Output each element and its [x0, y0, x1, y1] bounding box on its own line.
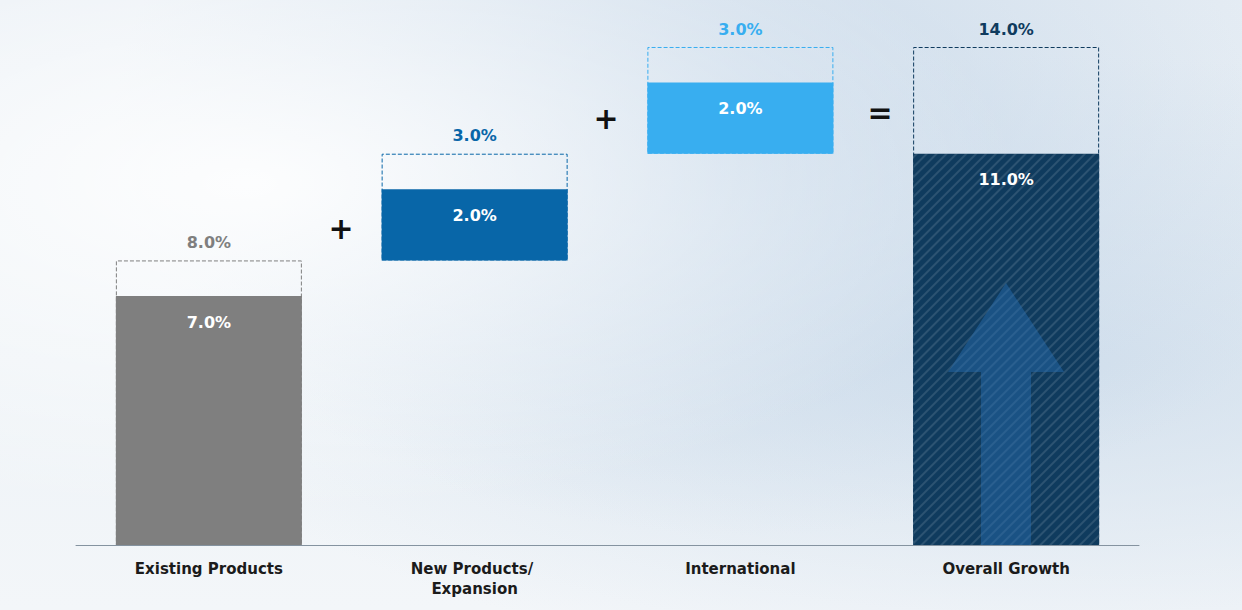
svg-text:11.0%: 11.0% — [978, 170, 1034, 189]
svg-text:Overall Growth: Overall Growth — [942, 560, 1069, 578]
svg-text:3.0%: 3.0% — [452, 126, 496, 145]
svg-text:8.0%: 8.0% — [187, 233, 231, 252]
svg-text:=: = — [867, 95, 892, 130]
svg-text:Existing Products: Existing Products — [135, 560, 283, 578]
svg-text:+: + — [593, 101, 618, 136]
svg-text:2.0%: 2.0% — [718, 99, 762, 118]
svg-text:14.0%: 14.0% — [978, 20, 1034, 39]
svg-text:International: International — [685, 560, 795, 578]
svg-text:Expansion: Expansion — [431, 580, 518, 598]
svg-text:+: + — [328, 211, 353, 246]
svg-text:2.0%: 2.0% — [452, 206, 496, 225]
svg-text:New Products/: New Products/ — [411, 560, 539, 578]
svg-text:7.0%: 7.0% — [187, 313, 231, 332]
svg-text:3.0%: 3.0% — [718, 20, 762, 39]
